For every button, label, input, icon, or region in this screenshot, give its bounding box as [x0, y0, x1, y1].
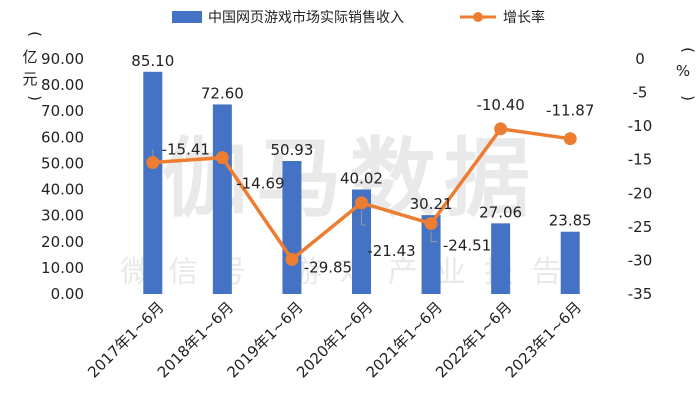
left-tick-label: 40.00 [41, 181, 84, 199]
right-axis-ticks: 0 -5 -10 -15 -20 -25 -30 -35 [628, 50, 653, 303]
right-tick-label: -35 [628, 285, 653, 303]
bar-data-label: 85.10 [131, 52, 174, 70]
line-data-labels: -15.41 -14.69 -29.85 -21.43 -24.51 -10.40 -11.… [152, 96, 594, 276]
bar [212, 104, 232, 294]
left-tick-label: 80.00 [41, 76, 84, 94]
left-tick-label: 70.00 [41, 102, 84, 120]
bar-data-label: 30.21 [410, 195, 453, 213]
legend-swatch-bar [172, 11, 202, 23]
bar-data-label: 50.93 [270, 141, 313, 159]
right-tick-label: -10 [628, 117, 653, 135]
line-data-label: -24.51 [443, 237, 491, 255]
bar [282, 161, 302, 294]
right-tick-label: -15 [628, 151, 653, 169]
line-point [424, 217, 438, 231]
bar-data-label: 27.06 [479, 203, 522, 221]
line-point [355, 196, 368, 210]
watermark-sub: 微信号 游戏产业报告 [120, 255, 580, 290]
line-data-label: -21.43 [367, 242, 415, 260]
right-axis-paren-open: ( [679, 47, 697, 53]
bar-data-label: 23.85 [549, 212, 592, 230]
right-tick-label: -30 [628, 251, 653, 269]
right-axis-title-text: % [676, 62, 690, 80]
x-axis-ticks: 2017年1~6月2018年1~6月2019年1~6月2020年1~6月2021… [84, 298, 585, 381]
bar [560, 231, 580, 294]
left-axis-ticks: 90.00 80.00 70.00 60.00 50.00 40.00 30.00 20.00… [41, 50, 84, 303]
line-data-label: -11.87 [546, 102, 594, 120]
right-tick-label: -25 [628, 218, 653, 236]
left-axis-paren-close: ) [26, 95, 44, 101]
line-data-label: -15.41 [162, 140, 210, 158]
right-tick-label: 0 [635, 50, 645, 68]
left-axis-title-text: 亿元 [22, 48, 37, 88]
line-label-leader [361, 210, 366, 226]
left-tick-label: 30.00 [41, 207, 84, 225]
left-tick-label: 90.00 [41, 50, 84, 68]
line-label-leader [430, 231, 438, 243]
legend-swatch-marker [473, 12, 483, 22]
line-point [146, 155, 160, 169]
legend: 中国网页游戏市场实际销售收入 增长率 [172, 9, 545, 26]
bar [491, 223, 511, 294]
bar-data-label: 40.02 [340, 170, 383, 188]
left-axis-paren-open: ( [26, 31, 44, 37]
line-data-label: -29.85 [304, 258, 352, 276]
bar-series [143, 71, 580, 295]
left-tick-label: 10.00 [41, 259, 84, 277]
left-tick-label: 20.00 [41, 233, 84, 251]
right-tick-label: -20 [628, 184, 653, 202]
right-axis-paren-close: ) [679, 95, 697, 101]
bar-data-labels: 85.10 72.60 50.93 40.02 30.21 27.06 23.85 [131, 52, 591, 230]
line-series [146, 122, 577, 266]
line-data-label: -10.40 [476, 96, 524, 114]
line-point [494, 122, 508, 136]
left-tick-label: 60.00 [41, 128, 84, 146]
right-tick-label: -5 [633, 84, 648, 102]
bar [352, 189, 371, 294]
line-point [285, 252, 299, 266]
right-axis-title: (%) [676, 47, 697, 101]
bar [143, 71, 163, 295]
left-axis-title: ( 亿元) [22, 31, 44, 101]
legend-label-line: 增长率 [503, 9, 545, 26]
legend-label-bar: 中国网页游戏市场实际销售收入 [208, 9, 404, 26]
left-tick-label: 50.00 [41, 154, 84, 172]
line-point [215, 151, 229, 165]
line-data-label: -14.69 [236, 175, 284, 193]
bar-data-label: 72.60 [201, 84, 244, 102]
left-tick-label: 0.00 [51, 285, 84, 303]
bar [421, 215, 441, 294]
line-point [563, 132, 577, 146]
